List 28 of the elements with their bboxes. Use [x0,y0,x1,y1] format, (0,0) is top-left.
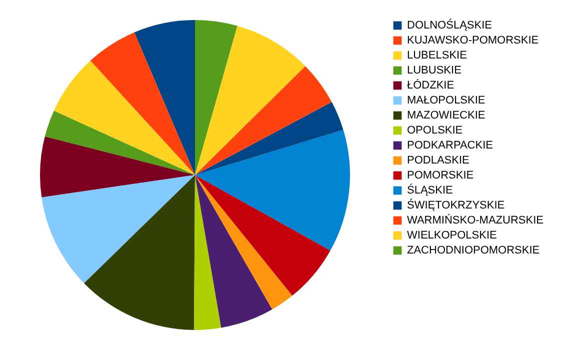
pie-slice [195,66,332,175]
pie-slice [90,32,195,175]
legend-label: PODLASKIE [407,154,470,166]
pie-slice [194,175,222,330]
legend-label: MAZOWIECKIE [407,110,486,122]
pie-slice [44,110,195,175]
legend-label: KUJAWSKO-POMORSKIE [407,34,539,46]
legend-label: ŚLĄSKIE [407,184,453,196]
pie-slice [195,175,292,310]
pie-slice [195,175,272,328]
pie-slice [40,136,195,198]
pie-slice [84,175,195,330]
legend-label: DOLNOŚLĄSKIE [407,18,492,32]
legend-label: POMORSKIE [407,170,474,182]
legend-label: PODKARPACKIE [407,140,493,152]
legend-label: OPOLSKIE [407,124,463,136]
pie-slice [42,175,195,284]
pie-slice [195,130,350,251]
legend-label: ZACHODNIOPOMORSKIE [407,244,540,256]
legend-label: WIELKOPOLSKIE [407,230,497,242]
pie-slice [195,175,330,296]
legend-label: ŁÓDZKIE [407,78,454,92]
pie-slice [195,20,238,175]
legend-label: LUBELSKIE [407,50,467,62]
legend-label: ŚWIĘTOKRZYSKIE [407,198,505,212]
legend-label: LUBUSKIE [407,64,462,76]
legend-label: WARMIŃSKO-MAZURSKIE [407,214,544,226]
legend-label: MAŁOPOLSKIE [407,94,486,106]
